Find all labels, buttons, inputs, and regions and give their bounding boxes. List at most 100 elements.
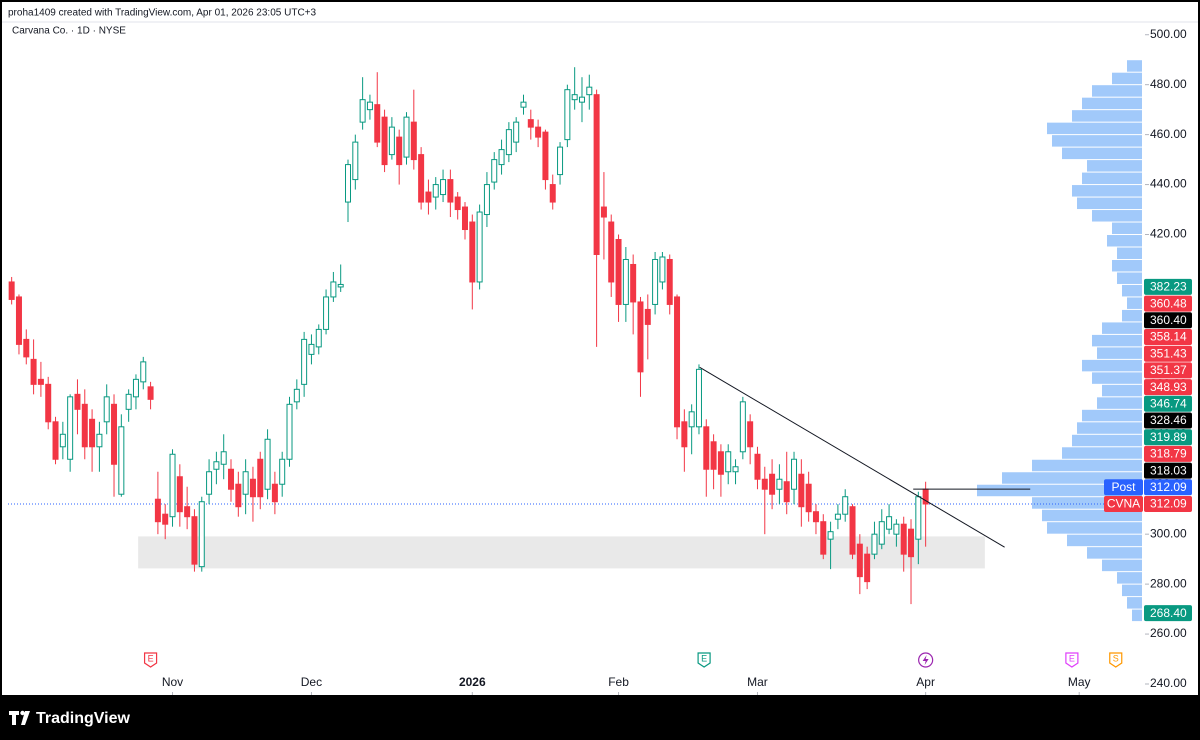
candle-body	[410, 121, 417, 161]
volume-profile-bar	[1122, 309, 1142, 322]
volume-profile-bar	[1122, 584, 1142, 597]
candle-body	[96, 433, 103, 448]
candle-body	[67, 396, 74, 460]
candle-body	[132, 378, 139, 398]
candle-body	[491, 159, 498, 183]
event-label: S	[1113, 653, 1119, 663]
candle-body	[505, 129, 512, 156]
candle-body	[622, 258, 629, 305]
candle-body	[761, 478, 768, 490]
candle-body	[352, 141, 359, 181]
volume-profile-bar	[1102, 322, 1142, 334]
x-tick-label: 2026	[459, 675, 486, 689]
candle-body	[30, 358, 37, 385]
candle-body	[330, 281, 337, 298]
candle-body	[834, 513, 841, 520]
candle-body	[308, 343, 315, 355]
candle-body	[103, 396, 110, 423]
price-label: 382.23	[1150, 280, 1187, 294]
volume-profile-bar	[1082, 359, 1142, 372]
price-label-box	[1144, 345, 1192, 362]
candle-body	[345, 164, 352, 203]
price-label: 268.40	[1150, 606, 1187, 620]
volume-profile-bar	[1072, 434, 1142, 447]
volume-profile-bar	[1107, 235, 1142, 247]
footer-brand: TradingView	[36, 710, 131, 727]
candle-body	[769, 473, 776, 495]
volume-profile-bar	[1047, 522, 1142, 534]
candle-body	[615, 239, 622, 305]
candle-body	[59, 433, 66, 448]
x-tick-label: Apr	[916, 675, 935, 689]
candle-body	[337, 283, 344, 288]
candle-body	[111, 403, 118, 465]
candle-body	[198, 501, 205, 568]
candle-body	[842, 496, 849, 515]
candle-body	[864, 553, 871, 583]
volume-profile-bar	[1102, 559, 1142, 572]
candle-body	[45, 383, 52, 423]
candle-body	[469, 221, 476, 283]
candle-body	[418, 154, 425, 203]
candle-body	[359, 99, 366, 123]
candle-body	[586, 86, 593, 96]
candle-body	[147, 386, 154, 400]
volume-profile-bar	[1082, 97, 1142, 110]
price-label: 318.03	[1150, 463, 1187, 477]
volume-profile-bar	[1112, 259, 1142, 272]
candle-body	[710, 441, 717, 470]
candle-body	[856, 543, 863, 578]
candle-body	[461, 206, 468, 231]
candle-body	[571, 94, 578, 101]
candle-body	[644, 308, 651, 325]
candle-body	[74, 393, 81, 410]
candle-body	[812, 511, 819, 523]
candle-body	[886, 516, 893, 530]
candle-body	[286, 403, 293, 460]
candle-body	[739, 401, 746, 453]
price-label: 360.48	[1150, 296, 1187, 310]
event-icon	[1065, 652, 1079, 668]
event-icon	[143, 652, 158, 668]
volume-profile-bar	[1072, 110, 1142, 122]
candle-body	[476, 211, 483, 283]
volume-profile-bar	[1132, 609, 1142, 622]
candle-body	[220, 451, 227, 465]
header-text: proha1409 created with TradingView.com, …	[8, 8, 317, 19]
volume-profile-bar	[1092, 85, 1142, 97]
y-tick-label: 440.00	[1150, 177, 1187, 191]
candle-body	[52, 421, 59, 460]
candle-body	[206, 471, 213, 495]
price-label-name: CVNA	[1107, 497, 1140, 511]
candle-body	[564, 89, 571, 141]
price-label: 312.09	[1150, 497, 1187, 511]
price-label-box	[1144, 362, 1192, 379]
candle-body	[169, 453, 176, 518]
candle-body	[301, 338, 308, 385]
candle-body	[776, 478, 783, 490]
volume-profile-bar	[1047, 122, 1142, 135]
candle-body	[659, 256, 666, 283]
candle-body	[498, 149, 505, 166]
candle-body	[396, 136, 403, 166]
price-label: 351.37	[1150, 363, 1187, 377]
price-label: 346.74	[1150, 396, 1187, 410]
candle-body	[542, 131, 549, 181]
price-label: 348.93	[1150, 380, 1187, 394]
candle-body	[557, 146, 564, 176]
volume-profile-bar	[1112, 222, 1142, 235]
x-tick-label: Mar	[747, 675, 768, 689]
volume-profile-bar	[1117, 572, 1142, 584]
price-label-box	[1144, 312, 1192, 329]
volume-profile-bar	[1032, 459, 1142, 472]
price-label-name: Post	[1111, 480, 1136, 494]
candle-body	[637, 301, 644, 373]
candle-body	[228, 468, 235, 490]
candle-body	[184, 506, 191, 518]
candle-body	[666, 258, 673, 305]
event-label: E	[701, 653, 707, 663]
candle-body	[483, 184, 490, 216]
y-tick-label: 420.00	[1150, 227, 1187, 241]
candle-body	[447, 179, 454, 203]
price-label-box	[1144, 445, 1192, 462]
